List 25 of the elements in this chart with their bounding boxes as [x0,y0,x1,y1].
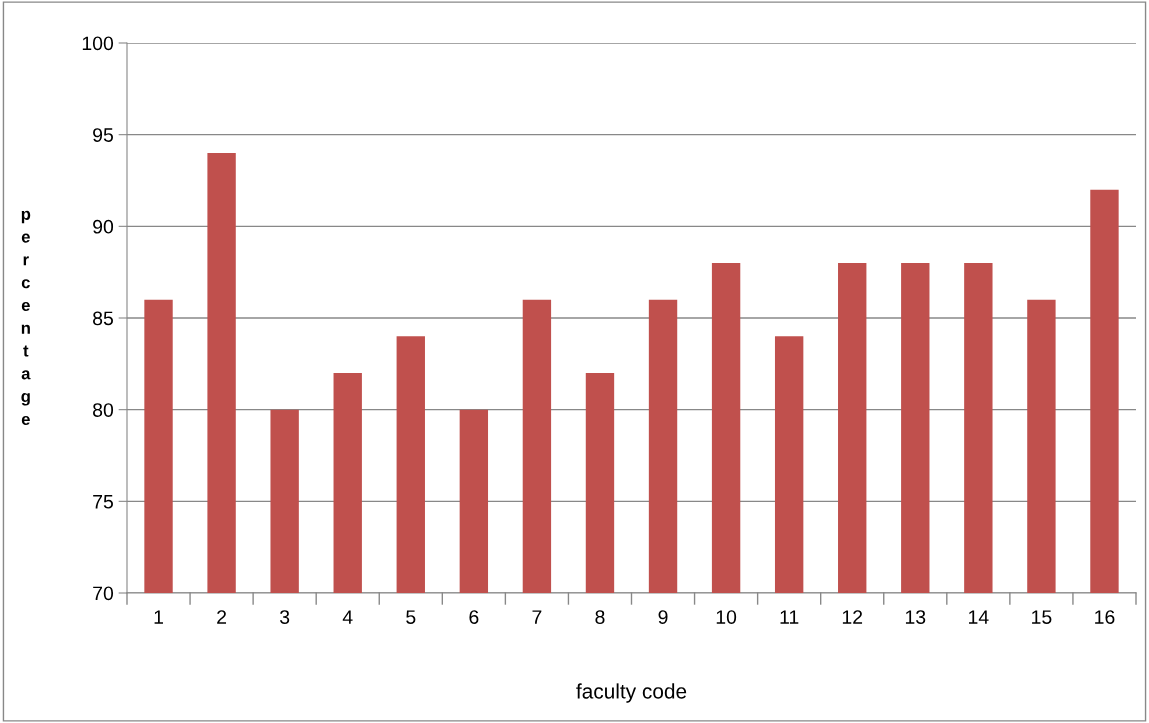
x-tick-label: 6 [469,610,479,624]
x-tick-label: 11 [780,610,799,624]
y-tick-label: 75 [93,495,113,509]
x-tick-label: 1 [154,610,163,624]
x-tick-label: 9 [658,610,668,624]
y-tick-label: 85 [93,311,113,326]
x-tick-label: 10 [716,610,737,624]
x-tick-label: 8 [595,610,605,624]
y-tick-label: 95 [93,128,113,142]
x-tick-label: 5 [406,610,416,624]
y-tick-label: 100 [82,36,114,51]
y-tick-label: 80 [93,403,114,417]
x-tick-label: 13 [905,610,926,624]
y-tick-label: 90 [93,219,114,234]
x-tick-label: 14 [969,610,989,624]
text: percentage [21,210,31,426]
x-tick-label: 3 [279,610,290,624]
x-tick-label: 4 [342,610,353,624]
x-tick-label: 2 [217,610,227,624]
x-tick-label: 12 [842,610,863,624]
y-tick-label: 70 [93,586,114,601]
x-tick-label: 16 [1095,610,1115,624]
x-axis-title: faculty code [576,683,687,703]
x-tick-label: 7 [532,610,542,624]
x-tick-label: 15 [1032,610,1052,624]
